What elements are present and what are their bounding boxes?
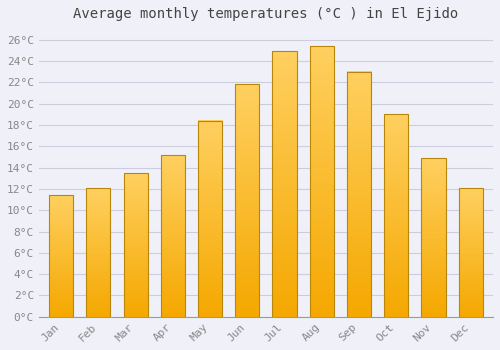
Bar <box>198 121 222 317</box>
Title: Average monthly temperatures (°C ) in El Ejido: Average monthly temperatures (°C ) in El… <box>74 7 458 21</box>
Bar <box>49 195 73 317</box>
Bar <box>347 72 371 317</box>
Bar <box>384 114 408 317</box>
Bar <box>310 46 334 317</box>
Bar <box>272 51 296 317</box>
Bar <box>124 173 148 317</box>
Bar <box>235 84 260 317</box>
Bar <box>458 188 483 317</box>
Bar <box>160 155 185 317</box>
Bar <box>422 158 446 317</box>
Bar <box>86 188 110 317</box>
